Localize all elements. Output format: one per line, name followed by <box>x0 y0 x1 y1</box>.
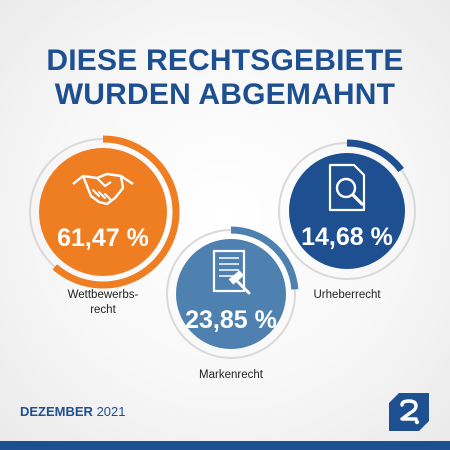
value-label: 14,68 % <box>301 223 393 251</box>
ring-group-wettbewerbsrecht: 61,47 % Wettbewerbs-recht <box>29 135 180 316</box>
bottom-bar <box>0 441 450 450</box>
page-title: DIESE RECHTSGEBIETE WURDEN ABGEMAHNT <box>0 44 450 112</box>
footer-month: DEZEMBER <box>20 404 93 419</box>
ring-group-urheberrecht: 14,68 % Urheberrecht <box>278 139 416 301</box>
document-magnifier-icon <box>328 163 366 212</box>
ring-arc-value <box>52 135 180 289</box>
category-label: Urheberrecht <box>313 289 381 301</box>
value-label: 61,47 % <box>57 224 149 252</box>
brand-logo-icon <box>389 393 429 431</box>
title-line-1: DIESE RECHTSGEBIETE <box>46 44 404 77</box>
footer-date: DEZEMBER 2021 <box>20 404 126 419</box>
document-gavel-icon <box>212 249 251 295</box>
ring-arc-value <box>230 226 299 290</box>
title-line-2: WURDEN ABGEMAHNT <box>54 78 396 111</box>
value-disc <box>176 239 286 349</box>
ring-group-markenrecht: 23,85 % Markenrecht <box>166 226 299 381</box>
category-label: Wettbewerbs- <box>68 289 139 301</box>
ring-arc-value <box>346 139 404 173</box>
handshake-icon <box>72 172 134 206</box>
value-label: 23,85 % <box>185 306 277 334</box>
category-label: recht <box>90 304 116 316</box>
footer-year: 2021 <box>96 404 126 419</box>
category-label: Markenrecht <box>199 369 264 381</box>
value-disc <box>39 148 167 276</box>
